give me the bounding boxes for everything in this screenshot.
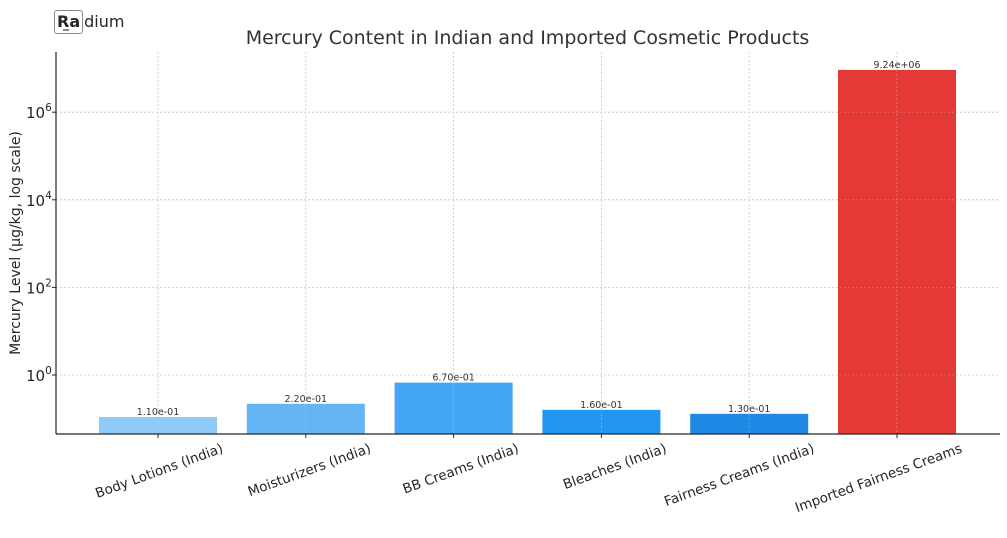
x-tick-label: Fairness Creams (India) <box>662 441 816 510</box>
logo-text: dium <box>84 12 125 31</box>
chart-title: Mercury Content in Indian and Imported C… <box>245 27 810 49</box>
logo-element-box: Ra <box>54 10 84 34</box>
bar-value-label: 1.10e-01 <box>137 407 180 418</box>
y-tick-label: 106 <box>26 102 52 122</box>
x-tick-label: Bleaches (India) <box>561 441 669 493</box>
x-tick-label: Body Lotions (India) <box>93 441 225 502</box>
y-tick-label: 100 <box>26 365 52 385</box>
bar-value-label: 1.60e-01 <box>580 400 623 411</box>
bar-value-label: 2.20e-01 <box>285 394 328 405</box>
x-tick-label: Moisturizers (India) <box>246 441 373 500</box>
bar-value-label: 6.70e-01 <box>432 373 475 384</box>
bar <box>690 413 809 434</box>
y-ticks: 100 102 104 106 <box>26 102 56 385</box>
x-tick-label: Imported Fairness Creams <box>793 441 964 516</box>
radium-logo: Ra dium <box>54 9 124 35</box>
y-tick-label: 104 <box>26 190 52 210</box>
axes <box>55 52 1000 435</box>
gridlines <box>56 52 1000 434</box>
y-tick-label: 102 <box>26 277 52 297</box>
y-axis-label: Mercury Level (µg/kg, log scale) <box>8 131 24 355</box>
x-tick-label: BB Creams (India) <box>401 441 521 498</box>
bar-value-label: 1.30e-01 <box>728 404 771 415</box>
x-ticks: Body Lotions (India) Moisturizers (India)… <box>93 434 964 516</box>
bars: 1.10e-01 2.20e-01 6.70e-01 1.60e-01 1.30e-01… <box>56 60 1000 434</box>
bar-value-label: 9.24e+06 <box>873 60 920 71</box>
